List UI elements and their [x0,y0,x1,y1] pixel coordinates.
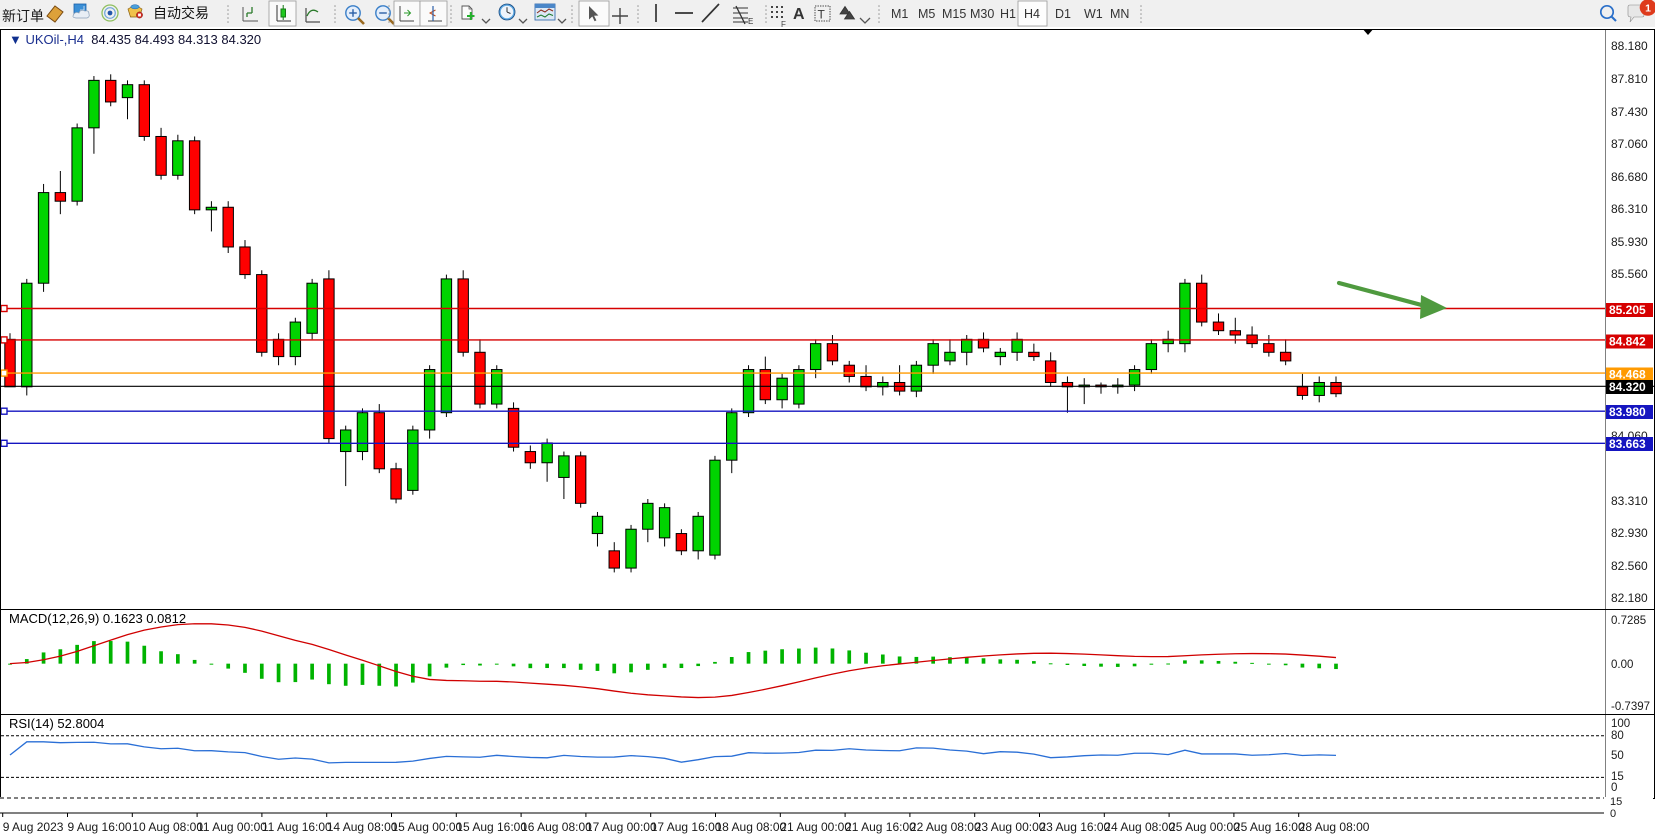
svg-text:86.680: 86.680 [1611,170,1648,184]
svg-text:85.930: 85.930 [1611,235,1648,249]
svg-text:18 Aug 08:00: 18 Aug 08:00 [716,820,787,834]
svg-text:14 Aug 08:00: 14 Aug 08:00 [327,820,398,834]
svg-text:82.180: 82.180 [1611,591,1648,605]
svg-text:1: 1 [1645,3,1651,15]
svg-text:15 Aug 00:00: 15 Aug 00:00 [392,820,463,834]
svg-text:10 Aug 08:00: 10 Aug 08:00 [132,820,203,834]
svg-text:87.060: 87.060 [1611,137,1648,151]
svg-text:25 Aug 16:00: 25 Aug 16:00 [1234,820,1305,834]
svg-text:24 Aug 08:00: 24 Aug 08:00 [1104,820,1175,834]
svg-text:21 Aug 00:00: 21 Aug 00:00 [780,820,851,834]
svg-text:84.842: 84.842 [1609,335,1646,349]
svg-text:23 Aug 00:00: 23 Aug 00:00 [975,820,1046,834]
svg-text:88.180: 88.180 [1611,39,1648,53]
svg-text:15: 15 [1610,797,1622,808]
svg-text:23 Aug 16:00: 23 Aug 16:00 [1040,820,1111,834]
svg-text:25 Aug 00:00: 25 Aug 00:00 [1169,820,1240,834]
svg-text:11 Aug 00:00: 11 Aug 00:00 [197,820,267,834]
svg-text:21 Aug 16:00: 21 Aug 16:00 [845,820,916,834]
svg-text:11 Aug 16:00: 11 Aug 16:00 [262,820,332,834]
svg-text:86.310: 86.310 [1611,202,1648,216]
svg-text:85.205: 85.205 [1609,303,1646,317]
svg-text:83.980: 83.980 [1609,405,1646,419]
svg-text:-0.7397: -0.7397 [1611,701,1650,713]
svg-text:17 Aug 00:00: 17 Aug 00:00 [586,820,657,834]
svg-text:82.560: 82.560 [1611,559,1648,573]
svg-text:0: 0 [1610,808,1616,820]
svg-text:9 Aug 2023: 9 Aug 2023 [3,820,64,834]
svg-text:15 Aug 16:00: 15 Aug 16:00 [456,820,527,834]
svg-text:83.663: 83.663 [1609,437,1646,451]
svg-text:100: 100 [1611,718,1630,730]
svg-text:17 Aug 16:00: 17 Aug 16:00 [651,820,722,834]
svg-text:0: 0 [1611,782,1617,794]
svg-text:50: 50 [1611,750,1624,762]
svg-text:87.430: 87.430 [1611,105,1648,119]
svg-text:85.560: 85.560 [1611,267,1648,281]
svg-text:9 Aug 16:00: 9 Aug 16:00 [68,820,132,834]
svg-text:0.00: 0.00 [1611,659,1633,671]
svg-text:16 Aug 08:00: 16 Aug 08:00 [521,820,592,834]
svg-text:87.810: 87.810 [1611,72,1648,86]
svg-text:22 Aug 08:00: 22 Aug 08:00 [910,820,981,834]
svg-text:28 Aug 08:00: 28 Aug 08:00 [1299,820,1370,834]
svg-text:82.930: 82.930 [1611,526,1648,540]
svg-text:84.320: 84.320 [1609,380,1646,394]
svg-text:0.7285: 0.7285 [1611,615,1646,627]
svg-text:80: 80 [1611,730,1624,742]
svg-text:83.310: 83.310 [1611,494,1648,508]
